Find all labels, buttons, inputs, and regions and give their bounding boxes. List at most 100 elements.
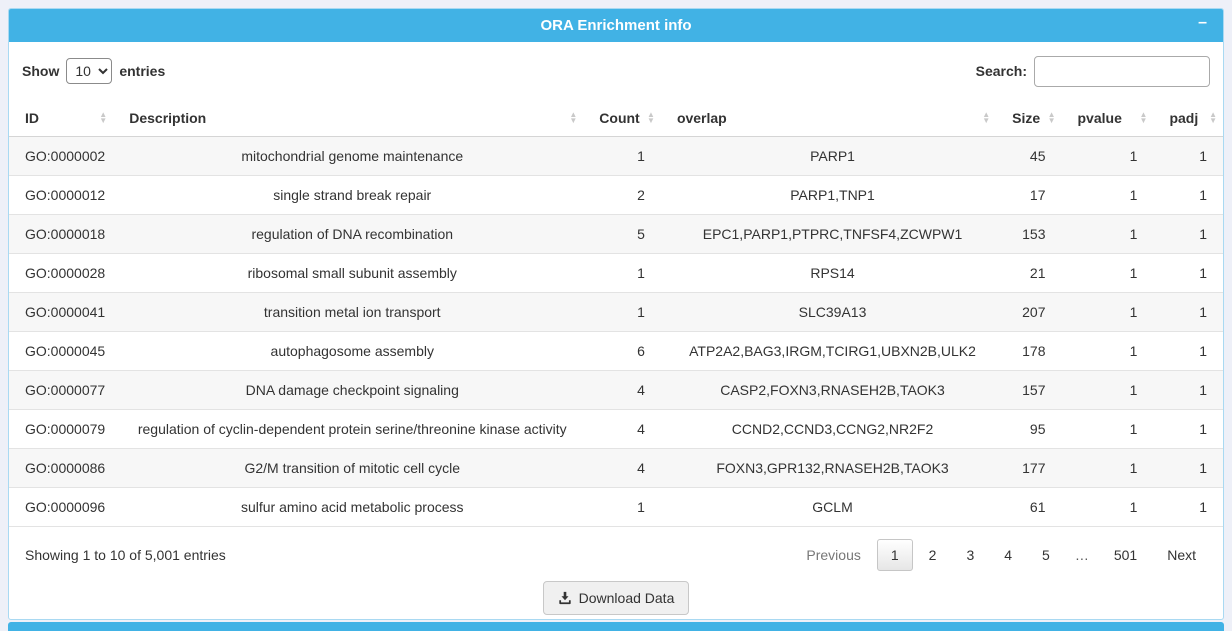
pagination-next-button[interactable]: Next (1167, 547, 1196, 563)
pagination-page-button[interactable]: 4 (1004, 547, 1013, 563)
table-cell: SLC39A13 (660, 292, 997, 332)
table-row: GO:0000096 sulfur amino acid metabolic pr… (9, 487, 1223, 527)
sort-icon[interactable]: ▲ ▼ (647, 110, 655, 125)
sort-icon[interactable]: ▲ ▼ (99, 110, 108, 125)
sort-icon[interactable]: ▲ ▼ (982, 110, 991, 125)
table-cell: sulfur amino acid metabolic process (113, 487, 584, 527)
table-cell: GO:0000086 (9, 448, 114, 488)
pagination-ellipsis: … (1074, 547, 1089, 563)
table-cell: 178 (996, 331, 1062, 371)
column-header-padj[interactable]: padj ▲ ▼ (1153, 100, 1223, 137)
show-label: Show (22, 63, 60, 79)
table-info: Showing 1 to 10 of 5,001 entries (25, 547, 226, 563)
table-cell: EPC1,PARP1,PTPRC,TNFSF4,ZCWPW1 (660, 214, 997, 254)
table-cell: single strand break repair (113, 175, 584, 215)
panel-title: ORA Enrichment info (540, 17, 692, 34)
pagination-page-button[interactable]: 2 (928, 547, 937, 563)
table-cell: 1 (1061, 409, 1154, 449)
table-cell: 1 (1153, 448, 1223, 488)
table-cell: CASP2,FOXN3,RNASEH2B,TAOK3 (660, 370, 997, 410)
column-header-id[interactable]: ID ▲ ▼ (9, 100, 114, 137)
sort-icon[interactable]: ▲ ▼ (1139, 110, 1148, 125)
download-icon (558, 591, 572, 605)
column-header-overlap[interactable]: overlap ▲ ▼ (660, 100, 997, 137)
sort-icon[interactable]: ▲ ▼ (569, 110, 578, 125)
table-cell: regulation of DNA recombination (113, 214, 584, 254)
table-cell: regulation of cyclin-dependent protein s… (113, 409, 584, 449)
table-row: GO:0000018 regulation of DNA recombinatio… (9, 214, 1223, 254)
table-row: GO:0000002 mitochondrial genome maintenan… (9, 136, 1223, 176)
table-cell: GO:0000028 (9, 253, 114, 293)
table-cell: DNA damage checkpoint signaling (113, 370, 584, 410)
table-cell: 1 (1061, 175, 1154, 215)
table-footer: Showing 1 to 10 of 5,001 entries Previou… (9, 527, 1223, 575)
table-cell: GO:0000002 (9, 136, 114, 176)
table-cell: 4 (583, 409, 661, 449)
table-row: GO:0000086 G2/M transition of mitotic cel… (9, 448, 1223, 488)
table-cell: 207 (996, 292, 1062, 332)
entries-label: entries (119, 63, 166, 79)
table-cell: 1 (1153, 370, 1223, 410)
table-cell: 157 (996, 370, 1062, 410)
table-cell: mitochondrial genome maintenance (113, 136, 584, 176)
table-cell: GCLM (660, 487, 997, 527)
table-cell: GO:0000096 (9, 487, 114, 527)
pagination-pages: 1 2 3 4 5 … 501 (875, 539, 1151, 571)
table-body: GO:0000002 mitochondrial genome maintenan… (9, 136, 1223, 527)
search-label: Search: (975, 63, 1027, 79)
page-length-select[interactable]: 10 (66, 58, 113, 84)
table-cell: PARP1 (660, 136, 997, 176)
search-input[interactable] (1034, 55, 1210, 87)
table-cell: GO:0000077 (9, 370, 114, 410)
column-header-label: ID (25, 110, 39, 126)
table-cell: 4 (583, 448, 661, 488)
table-cell: 1 (1061, 448, 1154, 488)
pagination: Previous 1 2 3 4 5 … 501 Next (790, 539, 1210, 571)
table-cell: 95 (996, 409, 1062, 449)
table-cell: 1 (1061, 292, 1154, 332)
table-cell: GO:0000012 (9, 175, 114, 215)
table-cell: 177 (996, 448, 1062, 488)
table-cell: 61 (996, 487, 1062, 527)
ora-enrichment-panel: ORA Enrichment info – Show 10 entries Se… (8, 8, 1224, 620)
minimize-icon[interactable]: – (1198, 14, 1207, 31)
column-header-label: pvalue (1077, 110, 1122, 126)
pagination-page-button[interactable]: 3 (966, 547, 975, 563)
table-header-row: ID ▲ ▼ Description ▲ ▼ Count ▲ ▼ overlap ▲ ▼ Size ▲ ▼ p… (9, 100, 1223, 137)
table-cell: 21 (996, 253, 1062, 293)
table-row: GO:0000041 transition metal ion transport… (9, 292, 1223, 332)
table-cell: 1 (1153, 409, 1223, 449)
table-cell: FOXN3,GPR132,RNASEH2B,TAOK3 (660, 448, 997, 488)
table-row: GO:0000012 single strand break repair 2 PAR… (9, 175, 1223, 215)
table-cell: 1 (1061, 487, 1154, 527)
table-row: GO:0000079 regulation of cyclin-dependent… (9, 409, 1223, 449)
pagination-page-button[interactable]: 5 (1042, 547, 1050, 563)
column-header-pvalue[interactable]: pvalue ▲ ▼ (1061, 100, 1154, 137)
table-cell: transition metal ion transport (113, 292, 584, 332)
column-header-label: Size (1012, 110, 1041, 126)
pagination-page-button[interactable]: 1 (876, 539, 913, 571)
sort-icon[interactable]: ▲ ▼ (1209, 110, 1217, 125)
table-cell: 1 (583, 487, 661, 527)
column-header-count[interactable]: Count ▲ ▼ (583, 100, 661, 137)
table-cell: 6 (583, 331, 661, 371)
table-cell: 1 (1061, 214, 1154, 254)
table-cell: 2 (583, 175, 661, 215)
column-header-label: padj (1169, 110, 1199, 126)
download-data-button[interactable]: Download Data (542, 581, 690, 615)
column-header-size[interactable]: Size ▲ ▼ (996, 100, 1062, 137)
table-cell: GO:0000018 (9, 214, 114, 254)
table-cell: 1 (1061, 370, 1154, 410)
sort-icon[interactable]: ▲ ▼ (1047, 110, 1056, 125)
column-header-description[interactable]: Description ▲ ▼ (113, 100, 584, 137)
table-cell: 1 (1153, 331, 1223, 371)
table-cell: ATP2A2,BAG3,IRGM,TCIRG1,UBXN2B,ULK2 (660, 331, 997, 371)
download-row: Download Data (9, 575, 1223, 619)
table-cell: 1 (1153, 136, 1223, 176)
table-cell: 17 (996, 175, 1062, 215)
pagination-page-button[interactable]: 501 (1113, 547, 1138, 563)
page-length-control: Show 10 entries (22, 58, 165, 84)
table-cell: RPS14 (660, 253, 997, 293)
pagination-previous-button[interactable]: Previous (806, 547, 861, 563)
column-header-label: overlap (676, 110, 727, 126)
